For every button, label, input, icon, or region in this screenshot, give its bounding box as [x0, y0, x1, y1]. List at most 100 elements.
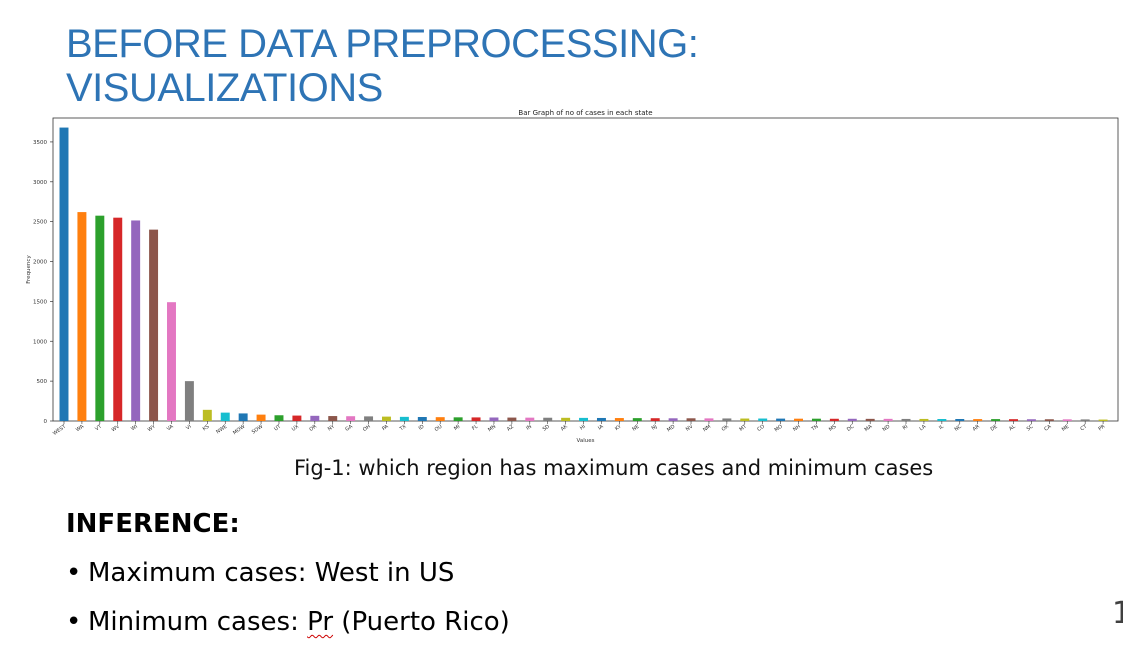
bar — [829, 418, 839, 421]
bar — [561, 417, 571, 421]
x-tick-label: NM — [702, 424, 712, 434]
inference-heading: INFERENCE: — [66, 509, 240, 539]
bar — [632, 418, 642, 421]
bar-chart-svg: Bar Graph of no of cases in each state 0 5… — [26, 109, 1119, 444]
bar — [919, 418, 929, 421]
bar — [704, 418, 714, 421]
x-tick-label: OK — [721, 423, 731, 432]
bullet-icon: • — [66, 558, 82, 588]
bullet-icon: • — [66, 607, 82, 637]
bar — [381, 416, 391, 421]
bar — [865, 418, 875, 421]
bar — [525, 417, 535, 421]
bar — [471, 417, 481, 421]
bar — [399, 416, 409, 421]
chart-title: Bar Graph of no of cases in each state — [518, 109, 652, 117]
y-tick-label: 3500 — [33, 140, 47, 146]
x-tick-label: KY — [614, 423, 623, 432]
x-tick-label: SC — [1026, 423, 1035, 432]
bar — [847, 418, 857, 421]
bar — [77, 212, 87, 421]
y-tick-label: 1500 — [33, 299, 47, 305]
x-tick-label: CO — [756, 424, 766, 433]
x-tick-label: TX — [398, 423, 408, 433]
x-tick-label: FL — [471, 424, 479, 432]
bar — [686, 418, 696, 421]
y-tick-label: 0 — [44, 419, 48, 425]
y-tick-label: 2500 — [33, 220, 47, 226]
x-tick-label: MN — [487, 424, 497, 434]
bar — [811, 418, 821, 421]
x-tick-label: TN — [810, 424, 820, 434]
bar — [489, 417, 499, 421]
bar — [202, 409, 212, 421]
x-tick-label: MO — [774, 424, 784, 434]
x-tick-label: WV — [111, 423, 122, 433]
x-tick-label: MOW — [232, 424, 246, 437]
x-tick-label: MT — [738, 423, 748, 433]
list-item-maximum: • Maximum cases: West in US — [66, 552, 510, 601]
slide-title-line-2: VISUALIZATIONS — [66, 66, 383, 110]
x-tick-label: NY — [327, 423, 337, 432]
bar — [596, 417, 606, 421]
x-tick-label: UX — [291, 423, 301, 432]
x-tick-label: OH — [362, 424, 372, 433]
y-tick-label: 500 — [37, 379, 48, 385]
x-tick-label: WI — [130, 424, 139, 433]
x-tick-label: WY — [147, 423, 158, 433]
bar-chart: Bar Graph of no of cases in each state 0 5… — [0, 104, 1123, 454]
x-tick-label: MS — [828, 424, 838, 433]
bar — [901, 418, 911, 421]
x-tick-label: AL — [1008, 424, 1017, 433]
x-tick-label: NJ — [651, 424, 659, 432]
x-tick-label: NC — [954, 423, 964, 432]
bar — [364, 416, 374, 421]
bar — [59, 127, 69, 421]
bar — [883, 418, 893, 421]
bar — [794, 418, 804, 421]
bar — [453, 417, 463, 421]
x-tick-label: KS — [202, 424, 211, 433]
inference-list: • Maximum cases: West in US • Minimum case… — [66, 552, 510, 650]
bar — [740, 418, 750, 421]
x-tick-label: OR — [308, 423, 318, 432]
bar — [149, 229, 159, 421]
bar — [131, 220, 141, 421]
y-axis-label: Frequency — [26, 255, 32, 284]
x-tick-label: NE — [631, 424, 640, 433]
bar — [776, 418, 786, 421]
x-tick-label: WA — [75, 423, 86, 433]
y-tick-label: 3000 — [33, 180, 47, 186]
bar — [184, 381, 194, 421]
bar — [1044, 419, 1054, 421]
x-tick-label: MD — [666, 424, 676, 434]
bar — [668, 418, 678, 421]
minimum-cases-suffix: (Puerto Rico) — [333, 607, 510, 637]
x-tick-label: HI — [579, 424, 587, 432]
x-tick-label: VI — [185, 424, 192, 432]
bar — [543, 417, 553, 421]
x-tick-label: AK — [560, 423, 570, 432]
bar — [238, 413, 248, 421]
maximum-cases-text: Maximum cases: West in US — [88, 558, 455, 588]
bar — [650, 418, 660, 421]
x-tick-label: RI — [902, 424, 909, 432]
bar — [167, 302, 176, 421]
bar — [346, 416, 356, 421]
x-tick-label: IL — [938, 424, 945, 431]
x-tick-label: LA — [918, 423, 927, 432]
x-tick-label: UT — [273, 423, 283, 432]
bar — [256, 414, 266, 421]
x-tick-label: ME — [1061, 424, 1071, 433]
bar — [1009, 419, 1018, 421]
x-tick-label: NWE — [215, 424, 228, 436]
x-tick-label: MI — [453, 424, 461, 432]
bar — [614, 418, 624, 421]
x-tick-label: PR — [1097, 423, 1106, 432]
bar — [1026, 419, 1036, 421]
bar — [435, 417, 445, 421]
x-tick-label: WEST — [52, 423, 68, 437]
x-tick-label: MA — [864, 423, 874, 433]
x-tick-label: CT — [1080, 423, 1090, 432]
y-tick-label: 2000 — [33, 260, 47, 266]
